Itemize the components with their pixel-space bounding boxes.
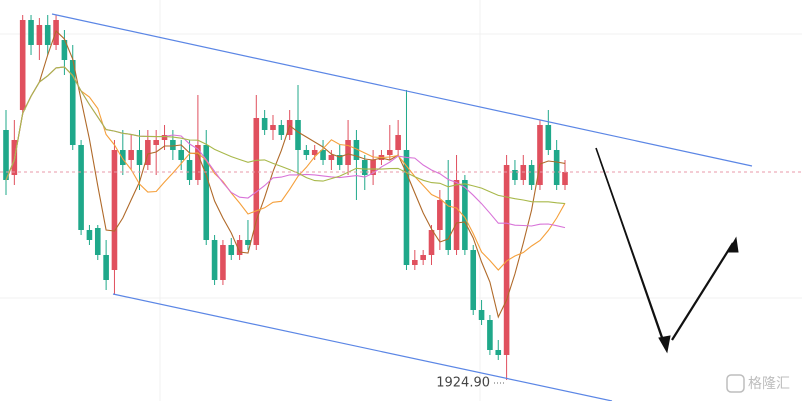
candle-body xyxy=(386,150,393,155)
candle-body xyxy=(336,155,343,165)
candle-body xyxy=(94,228,101,255)
candle-body xyxy=(145,140,151,165)
candle-body xyxy=(153,140,159,145)
candle-body xyxy=(412,260,418,265)
candle-body xyxy=(136,150,143,165)
candle-body xyxy=(211,240,218,280)
forecast-arrow xyxy=(595,147,739,354)
candle-body xyxy=(545,125,552,150)
candle-body xyxy=(470,250,477,310)
candle-body xyxy=(403,150,410,265)
low-annotation: 1924.90 xyxy=(436,376,490,391)
candle-body xyxy=(295,120,301,150)
candle-body xyxy=(170,140,176,150)
candle-body xyxy=(445,200,451,250)
candle-body xyxy=(420,255,426,260)
candle-body xyxy=(453,180,460,250)
candle-body xyxy=(253,118,260,245)
candle-body xyxy=(428,230,435,255)
candle-body xyxy=(44,25,51,45)
candle-body xyxy=(328,155,335,160)
candle-body xyxy=(278,125,285,135)
candle-body xyxy=(161,135,168,140)
candle-body xyxy=(186,160,193,180)
candle-body xyxy=(28,20,34,45)
candle-body xyxy=(370,160,376,175)
candle-body xyxy=(203,145,210,240)
candles xyxy=(3,15,568,380)
candle-body xyxy=(311,150,318,155)
candle-body xyxy=(503,165,510,355)
candle-body xyxy=(111,150,118,270)
candle-body xyxy=(261,118,268,130)
candle-body xyxy=(320,150,326,160)
channel-upper xyxy=(51,13,753,167)
candle-body xyxy=(120,150,126,165)
candle-body xyxy=(69,60,76,145)
candle-body xyxy=(528,165,535,185)
candle-body xyxy=(220,245,226,280)
candle-body xyxy=(236,240,243,255)
candle-body xyxy=(437,200,443,230)
candle-body xyxy=(462,180,468,250)
candle-body xyxy=(286,120,293,135)
moving-average xyxy=(5,30,566,319)
candle-body xyxy=(78,145,84,230)
candle-body xyxy=(36,25,43,45)
watermark-text: 格隆汇 xyxy=(748,376,790,392)
moving-average xyxy=(5,66,566,205)
watermark: 格隆汇 xyxy=(726,374,790,393)
candle-body xyxy=(303,150,310,155)
moving-averages xyxy=(5,30,566,319)
candle-body xyxy=(3,130,9,180)
candle-body xyxy=(61,40,68,60)
candle-body xyxy=(562,172,568,185)
candle-body xyxy=(553,150,560,185)
candle-body xyxy=(478,310,485,320)
watermark-logo xyxy=(726,374,745,393)
candle-body xyxy=(86,230,93,240)
candle-body xyxy=(353,140,360,160)
arrow-line xyxy=(671,242,734,341)
candle-body xyxy=(19,20,26,110)
candle-body xyxy=(228,245,235,255)
candle-body xyxy=(361,160,368,175)
moving-average xyxy=(5,66,566,229)
candle-body xyxy=(245,240,251,245)
arrow-head xyxy=(658,335,671,354)
moving-average xyxy=(5,66,566,271)
candle-body xyxy=(495,350,502,355)
candle-body xyxy=(537,125,543,185)
candle-body xyxy=(103,255,109,280)
candle-body xyxy=(512,170,518,180)
candle-body xyxy=(487,320,493,350)
candle-body xyxy=(195,145,201,180)
candle-body xyxy=(395,135,401,150)
candle-body xyxy=(128,150,134,160)
candle-body xyxy=(178,150,185,160)
arrow-line xyxy=(599,159,666,349)
arrow-head xyxy=(727,236,739,253)
channel-lower xyxy=(112,293,613,401)
candle-body xyxy=(345,140,351,165)
candle-body xyxy=(270,125,276,130)
